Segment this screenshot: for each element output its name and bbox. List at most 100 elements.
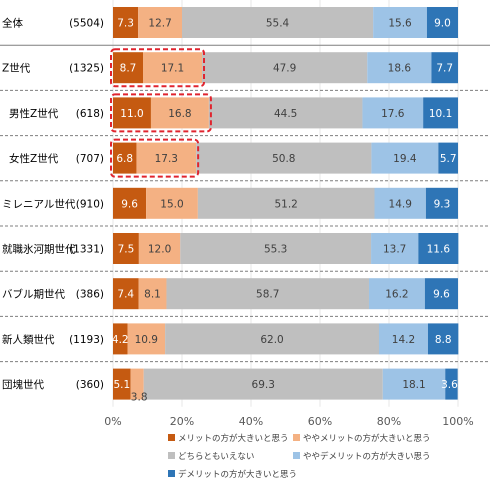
category-count: (360): [76, 379, 104, 391]
bar-segment: [202, 52, 368, 84]
bar-segment: [196, 142, 372, 174]
data-label: 4.2: [112, 334, 129, 346]
data-label: 14.2: [392, 334, 415, 346]
data-label: 11.0: [120, 108, 143, 120]
legend-swatch: [293, 452, 300, 459]
data-label: 16.2: [385, 289, 408, 301]
bar-segment: [136, 142, 197, 174]
bar-segment: [208, 97, 363, 129]
data-label: 51.2: [274, 198, 297, 210]
data-label: 55.3: [264, 244, 287, 256]
bar-segment: [197, 187, 375, 219]
data-label: 9.6: [121, 198, 138, 210]
x-tick-label: 20%: [170, 415, 194, 428]
highlight-box: [110, 93, 212, 133]
bar-segment: [150, 97, 209, 129]
data-label: 7.7: [436, 63, 453, 75]
data-label: 17.1: [161, 63, 184, 75]
data-label: 15.6: [388, 18, 412, 30]
data-label: 9.0: [434, 18, 451, 30]
bar-segment: [180, 233, 372, 264]
data-label: 16.8: [168, 108, 191, 120]
x-tick-label: 100%: [442, 415, 473, 428]
bar-segment: [367, 52, 432, 84]
category-label: 全体: [2, 17, 23, 30]
data-label: 3.6: [441, 379, 458, 391]
data-label: 10.9: [135, 334, 158, 346]
bar-segment: [113, 323, 128, 355]
bar-segment: [426, 7, 458, 38]
data-label: 12.0: [148, 244, 171, 256]
data-label: 18.1: [402, 379, 425, 391]
category-label: バブル期世代: [2, 288, 65, 301]
x-tick-label: 0%: [104, 415, 121, 428]
data-label: 3.8: [131, 392, 148, 404]
bar-segment: [113, 97, 151, 129]
bar-segment: [166, 278, 369, 310]
category-count: (910): [76, 198, 104, 210]
data-label: 7.5: [118, 244, 135, 256]
bar-segment: [113, 187, 147, 219]
bar-segment: [368, 278, 425, 310]
data-label: 11.6: [427, 244, 451, 256]
bar-segment: [138, 233, 181, 264]
data-label: 14.9: [389, 198, 412, 210]
legend-label: デメリットの方が大きいと思う: [178, 469, 297, 480]
bar-segment: [371, 142, 439, 174]
bar-segment: [138, 278, 167, 310]
data-label: 17.3: [155, 153, 178, 165]
bar-segment: [182, 7, 374, 38]
category-count: (618): [76, 108, 104, 120]
x-tick-label: 60%: [308, 415, 332, 428]
bar-segment: [138, 7, 182, 38]
bar-segment: [143, 368, 383, 400]
bar-segment: [378, 323, 428, 355]
category-label: 団塊世代: [2, 378, 44, 391]
bar-segment: [373, 7, 427, 38]
bar-segment: [438, 142, 458, 174]
bar-segment: [431, 52, 458, 84]
legend-label: どちらともいえない: [178, 452, 254, 462]
data-label: 9.3: [434, 198, 451, 210]
data-label: 7.3: [117, 18, 134, 30]
bar-segment: [427, 323, 459, 355]
data-label: 5.1: [113, 379, 130, 391]
category-label: 男性Z世代: [9, 107, 59, 120]
legend-swatch: [293, 434, 300, 441]
category-label: Z世代: [2, 63, 31, 75]
legend-label: メリットの方が大きいと思う: [178, 433, 289, 444]
bar-segment: [113, 7, 139, 38]
data-label: 50.8: [272, 153, 295, 165]
data-label: 13.7: [383, 244, 406, 256]
category-count: (707): [76, 153, 104, 165]
bar-segment: [362, 97, 424, 129]
x-tick-label: 80%: [377, 415, 401, 428]
data-label: 62.0: [260, 334, 283, 346]
data-label: 44.5: [274, 108, 297, 120]
data-label: 8.1: [144, 289, 161, 301]
data-label: 17.6: [381, 108, 405, 120]
legend-swatch: [168, 452, 175, 459]
category-label: 新人類世代: [2, 333, 55, 346]
data-label: 47.9: [273, 63, 296, 75]
x-tick-label: 40%: [239, 415, 263, 428]
category-label: ミレニアル世代: [2, 198, 76, 210]
bar-segment: [371, 233, 419, 264]
data-label: 9.6: [433, 289, 450, 301]
legend-label: ややメリットの方が大きいと思う: [303, 433, 431, 444]
bar-segment: [113, 142, 137, 174]
highlight-box: [110, 48, 206, 88]
bar-segment: [146, 187, 198, 219]
bar-segment: [143, 52, 203, 84]
highlight-box: [110, 138, 200, 178]
category-count: (1325): [69, 63, 104, 75]
bar-segment: [418, 233, 459, 264]
bar-segment: [113, 278, 139, 310]
data-label: 58.7: [256, 289, 279, 301]
data-label: 15.0: [160, 198, 183, 210]
data-label: 69.3: [252, 379, 275, 391]
data-label: 8.7: [120, 63, 137, 75]
bar-segment: [113, 52, 144, 84]
data-label: 8.8: [435, 334, 452, 346]
